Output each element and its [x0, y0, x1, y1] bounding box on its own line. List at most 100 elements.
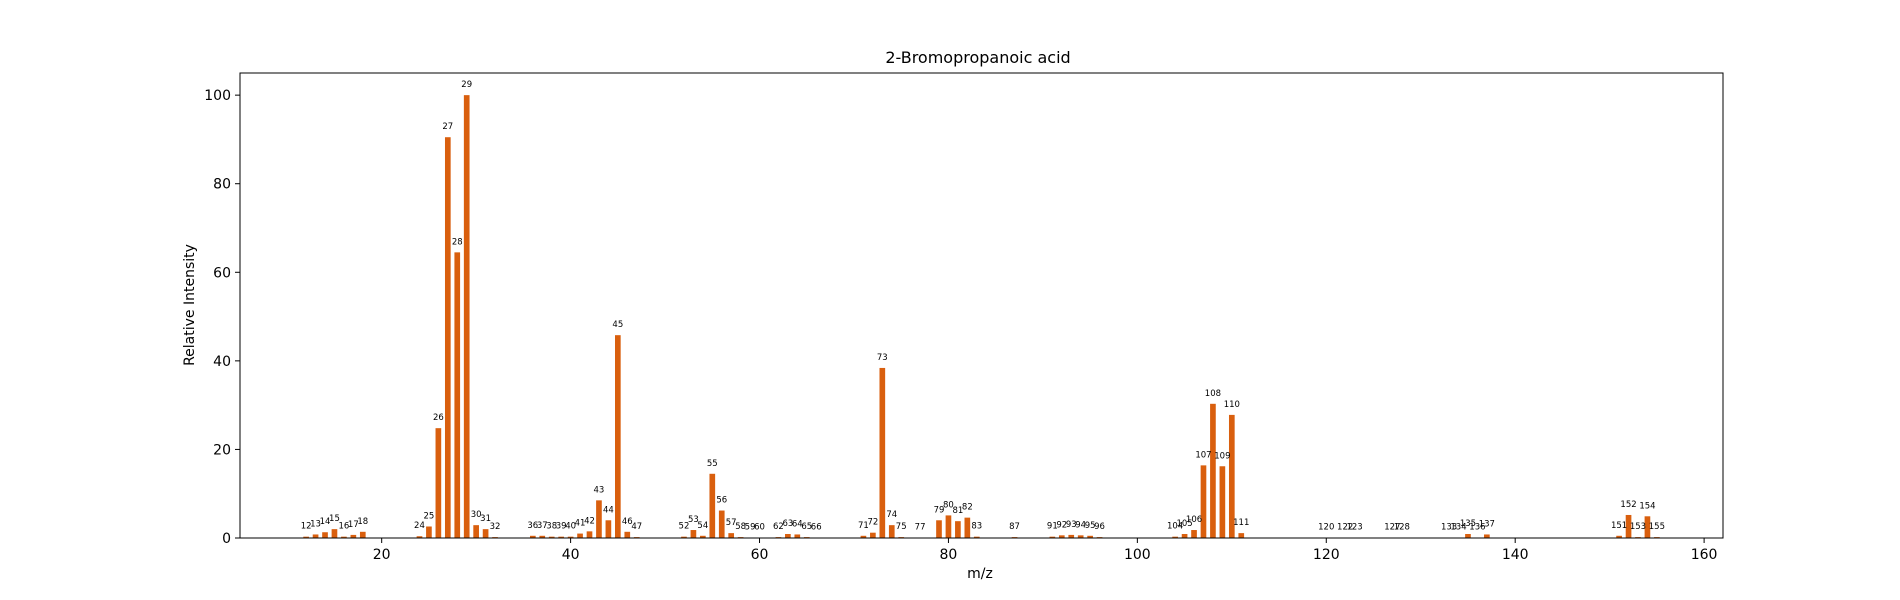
- bar-label-mz-63: 63: [782, 519, 793, 529]
- y-tick-label-100: 100: [204, 88, 231, 104]
- bar-label-mz-95: 95: [1085, 521, 1096, 531]
- bar-mz-24: [416, 536, 423, 538]
- bar-mz-82: [964, 517, 971, 538]
- bar-label-mz-29: 29: [461, 80, 472, 90]
- bar-label-mz-42: 42: [584, 516, 595, 526]
- x-tick-label-100: 100: [1124, 547, 1151, 563]
- bar-mz-29: [463, 95, 470, 538]
- bar-mz-79: [936, 520, 942, 538]
- bar-mz-80: [945, 515, 952, 538]
- bar-label-mz-37: 37: [537, 521, 548, 531]
- bar-mz-81: [955, 521, 961, 538]
- bar-label-mz-27: 27: [442, 122, 453, 132]
- bar-mz-55: [709, 473, 716, 538]
- bar-mz-108: [1210, 403, 1216, 538]
- bar-mz-27: [444, 137, 451, 538]
- bar-label-mz-107: 107: [1195, 450, 1211, 460]
- bar-label-mz-82: 82: [962, 503, 973, 513]
- bar-label-mz-32: 32: [490, 522, 501, 532]
- bar-label-mz-13: 13: [310, 519, 321, 529]
- bar-label-mz-31: 31: [480, 514, 491, 524]
- bar-mz-13: [312, 534, 319, 538]
- bar-mz-43: [596, 500, 602, 538]
- bar-mz-135: [1465, 534, 1471, 538]
- x-tick-label-20: 20: [373, 547, 391, 563]
- x-tick-label-60: 60: [751, 547, 769, 563]
- bar-mz-152: [1625, 514, 1632, 538]
- bar-label-mz-106: 106: [1186, 515, 1202, 525]
- bar-mz-18: [359, 531, 366, 538]
- bar-mz-44: [605, 520, 612, 538]
- bar-label-mz-72: 72: [867, 518, 878, 528]
- bar-mz-56: [718, 510, 725, 538]
- y-tick-label-0: 0: [222, 531, 231, 547]
- bar-label-mz-75: 75: [896, 522, 907, 532]
- bar-label-mz-83: 83: [971, 522, 982, 532]
- bar-label-mz-24: 24: [414, 521, 425, 531]
- bar-label-mz-40: 40: [565, 522, 576, 532]
- bar-label-mz-38: 38: [546, 522, 557, 532]
- bar-mz-109: [1219, 466, 1226, 538]
- bar-mz-30: [473, 525, 479, 538]
- bar-label-mz-66: 66: [811, 523, 822, 533]
- bar-label-mz-111: 111: [1233, 518, 1249, 528]
- bar-label-mz-73: 73: [877, 353, 888, 363]
- bar-label-mz-87: 87: [1009, 522, 1020, 532]
- y-axis-label: Relative Intensity: [182, 244, 198, 366]
- bar-label-mz-128: 128: [1394, 523, 1410, 533]
- bar-mz-28: [454, 252, 461, 539]
- bar-mz-111: [1238, 533, 1245, 538]
- bar-label-mz-17: 17: [348, 520, 359, 530]
- bar-label-mz-56: 56: [716, 496, 727, 506]
- bar-label-mz-52: 52: [679, 522, 690, 532]
- bar-label-mz-30: 30: [471, 510, 482, 520]
- bar-mz-63: [785, 534, 791, 538]
- bar-label-mz-81: 81: [952, 506, 963, 516]
- bar-label-mz-44: 44: [603, 505, 614, 515]
- bar-mz-46: [624, 531, 631, 538]
- bar-mz-72: [870, 532, 876, 538]
- bar-mz-73: [879, 367, 886, 538]
- y-tick-label-40: 40: [213, 354, 231, 370]
- bar-label-mz-47: 47: [631, 522, 642, 532]
- bar-mz-14: [322, 532, 328, 538]
- bar-label-mz-151: 151: [1611, 521, 1627, 531]
- bar-mz-54: [700, 535, 706, 538]
- bar-mz-95: [1087, 535, 1093, 538]
- x-tick-label-140: 140: [1502, 547, 1529, 563]
- bar-label-mz-96: 96: [1094, 522, 1105, 532]
- bar-label-mz-55: 55: [707, 459, 718, 469]
- bar-mz-52: [681, 536, 687, 538]
- bar-label-mz-46: 46: [622, 517, 633, 527]
- bar-mz-154: [1644, 516, 1651, 538]
- bar-mz-93: [1068, 534, 1075, 538]
- bar-mz-26: [435, 428, 442, 538]
- bar-label-mz-59: 59: [745, 523, 756, 533]
- bar-mz-83: [973, 536, 980, 538]
- bar-mz-41: [577, 533, 583, 538]
- bar-mz-104: [1172, 536, 1178, 538]
- bar-mz-94: [1077, 535, 1084, 538]
- bar-mz-12: [303, 536, 309, 538]
- bar-label-mz-137: 137: [1479, 519, 1495, 529]
- bar-label-mz-57: 57: [726, 518, 737, 528]
- x-axis-label: m/z: [967, 566, 993, 582]
- y-tick-label-20: 20: [213, 442, 231, 458]
- bar-label-mz-28: 28: [452, 237, 463, 247]
- bar-label-mz-134: 134: [1450, 523, 1466, 533]
- bar-mz-105: [1181, 534, 1188, 538]
- bar-label-mz-74: 74: [886, 510, 897, 520]
- bar-label-mz-18: 18: [357, 517, 368, 527]
- bar-label-mz-36: 36: [527, 521, 538, 531]
- bar-label-mz-123: 123: [1346, 523, 1362, 533]
- bar-label-mz-108: 108: [1205, 389, 1221, 399]
- bar-label-mz-104: 104: [1167, 522, 1183, 532]
- bar-label-mz-152: 152: [1620, 500, 1636, 510]
- bar-mz-15: [331, 529, 338, 538]
- bar-mz-17: [350, 534, 357, 538]
- bar-label-mz-93: 93: [1066, 520, 1077, 530]
- bar-mz-39: [558, 536, 564, 538]
- bar-mz-42: [586, 531, 593, 538]
- bar-label-mz-135: 135: [1460, 519, 1476, 529]
